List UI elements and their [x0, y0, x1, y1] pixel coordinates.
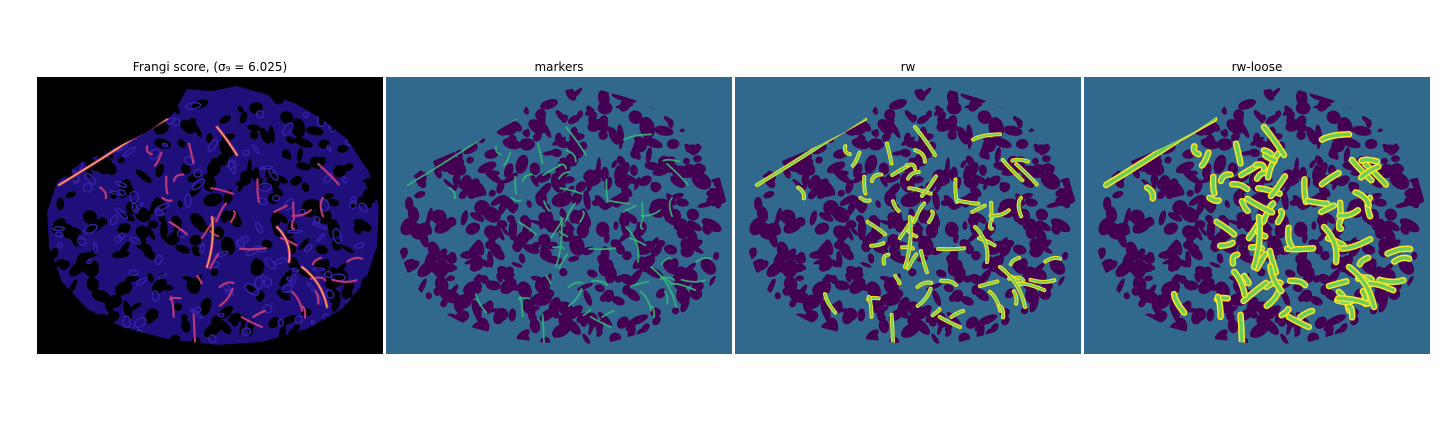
rw-loose-image [1084, 77, 1430, 354]
panel-rw: rw [735, 60, 1081, 354]
panel-rw-loose: rw-loose [1084, 60, 1430, 354]
markers-image [386, 77, 732, 354]
frangi-score-image [37, 77, 383, 354]
panel-title-markers: markers [534, 60, 584, 74]
panel-frangi: Frangi score, (σ₉ = 6.025) [37, 60, 383, 354]
panel-markers: markers [386, 60, 732, 354]
rw-image [735, 77, 1081, 354]
panel-title-rw: rw [900, 60, 916, 74]
panel-title-frangi: Frangi score, (σ₉ = 6.025) [132, 60, 288, 74]
panel-title-rw-loose: rw-loose [1231, 60, 1283, 74]
